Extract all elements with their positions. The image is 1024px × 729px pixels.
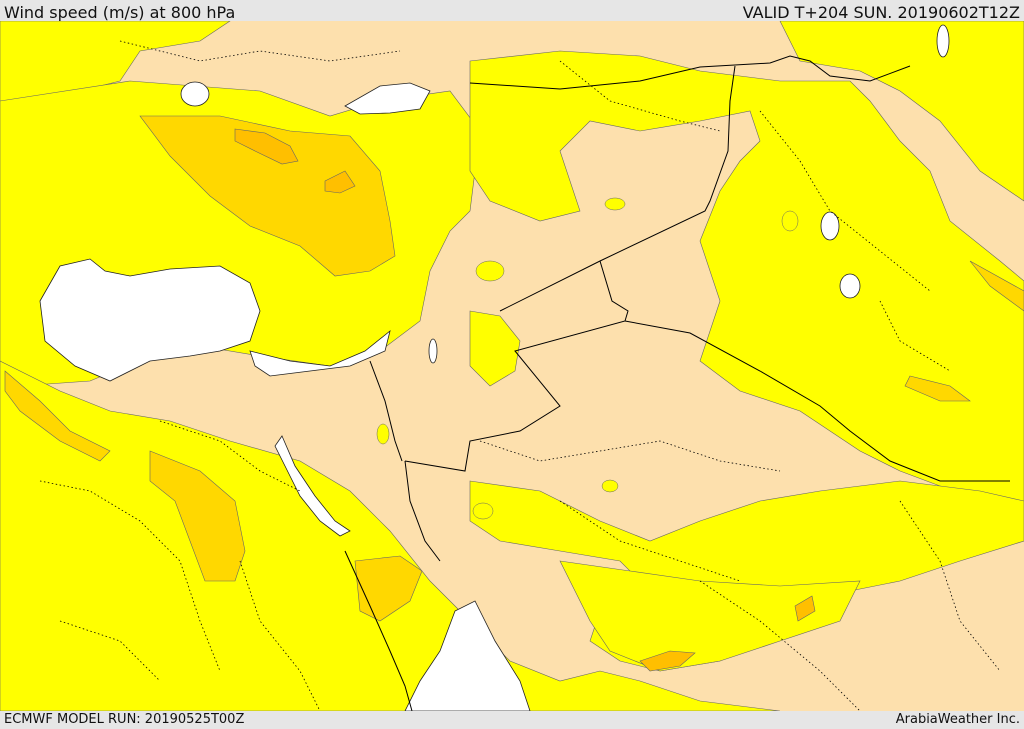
north-bay bbox=[344, 82, 431, 115]
footer-bar: ECMWF MODEL RUN: 20190525T00Z ArabiaWeat… bbox=[0, 711, 1024, 729]
header-bar: Wind speed (m/s) at 800 hPa VALID T+204 … bbox=[0, 0, 1024, 22]
wind-speed-map[interactable] bbox=[0, 21, 1024, 711]
gulf-water bbox=[249, 329, 391, 377]
model-run: ECMWF MODEL RUN: 20190525T00Z bbox=[4, 712, 245, 727]
lower-water bbox=[404, 600, 531, 711]
province-borders bbox=[39, 40, 1001, 711]
red-sea-strip bbox=[274, 435, 351, 537]
north-east-lake bbox=[936, 24, 950, 58]
water-bodies bbox=[39, 24, 950, 711]
map-title: Wind speed (m/s) at 800 hPa bbox=[4, 3, 236, 22]
caspian-like-lake bbox=[39, 258, 261, 382]
north-lake bbox=[180, 81, 210, 107]
wind-band-gold bbox=[4, 115, 1024, 622]
inland-lake bbox=[428, 338, 438, 364]
wind-band-orange bbox=[234, 128, 816, 672]
wind-speckles-yellow bbox=[376, 197, 799, 520]
east-lake-1 bbox=[820, 211, 840, 241]
country-borders bbox=[344, 55, 1010, 711]
east-lake-2 bbox=[839, 273, 861, 299]
credit-text: ArabiaWeather Inc. bbox=[895, 712, 1020, 727]
valid-time: VALID T+204 SUN. 20190602T12Z bbox=[742, 3, 1020, 22]
